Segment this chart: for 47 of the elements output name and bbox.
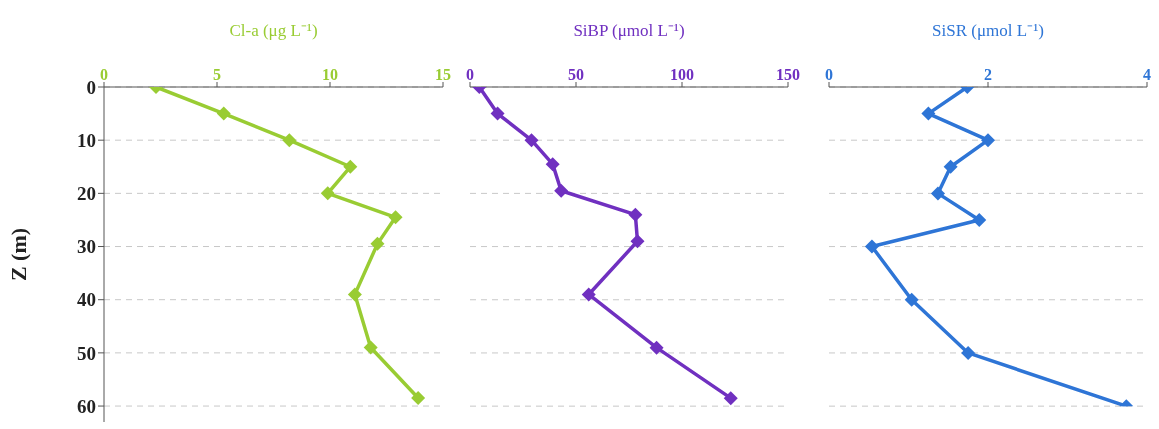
point xyxy=(363,340,378,355)
point xyxy=(554,183,569,198)
x-tick-label: 0 xyxy=(466,66,474,83)
point xyxy=(961,345,976,360)
point xyxy=(972,212,987,227)
point xyxy=(921,106,936,121)
point xyxy=(320,186,335,201)
y-axis-title: Z (m) xyxy=(5,227,31,282)
y-tick-label: 10 xyxy=(77,129,96,151)
point xyxy=(370,236,385,251)
x-tick-label: 50 xyxy=(568,66,584,83)
x-axis-title: SiBP (μmol L⁻¹) xyxy=(572,20,686,42)
x-tick-label: 4 xyxy=(1143,66,1151,83)
point xyxy=(490,106,505,121)
point xyxy=(930,186,945,201)
x-axis-title: Cl-a (μg L⁻¹) xyxy=(228,20,319,42)
x-tick-label: 15 xyxy=(435,66,451,83)
x-tick-label: 2 xyxy=(984,66,992,83)
point xyxy=(630,234,645,249)
point xyxy=(282,133,297,148)
point xyxy=(411,391,426,406)
point xyxy=(524,133,539,148)
y-tick-label: 40 xyxy=(77,289,96,311)
y-tick-label: 30 xyxy=(77,236,96,258)
point xyxy=(347,287,362,302)
y-tick-label: 20 xyxy=(77,183,96,205)
x-tick-label: 100 xyxy=(670,66,694,83)
point xyxy=(388,210,403,225)
x-axis-title: SiSR (μmol L⁻¹) xyxy=(931,20,1045,42)
point xyxy=(981,133,995,148)
point xyxy=(864,239,879,254)
point xyxy=(343,159,358,174)
point xyxy=(649,340,664,355)
x-tick-label: 0 xyxy=(825,66,833,83)
y-tick-label: 50 xyxy=(77,342,96,364)
x-tick-label: 150 xyxy=(776,66,800,83)
point xyxy=(581,287,596,302)
point xyxy=(904,292,919,307)
x-tick-label: 0 xyxy=(100,66,108,83)
point xyxy=(723,391,738,406)
point xyxy=(943,159,958,174)
y-tick-label: 60 xyxy=(77,395,96,417)
point xyxy=(545,157,560,172)
point xyxy=(628,207,643,222)
x-tick-label: 5 xyxy=(213,66,221,83)
x-tick-label: 10 xyxy=(322,66,338,83)
point xyxy=(216,106,231,121)
